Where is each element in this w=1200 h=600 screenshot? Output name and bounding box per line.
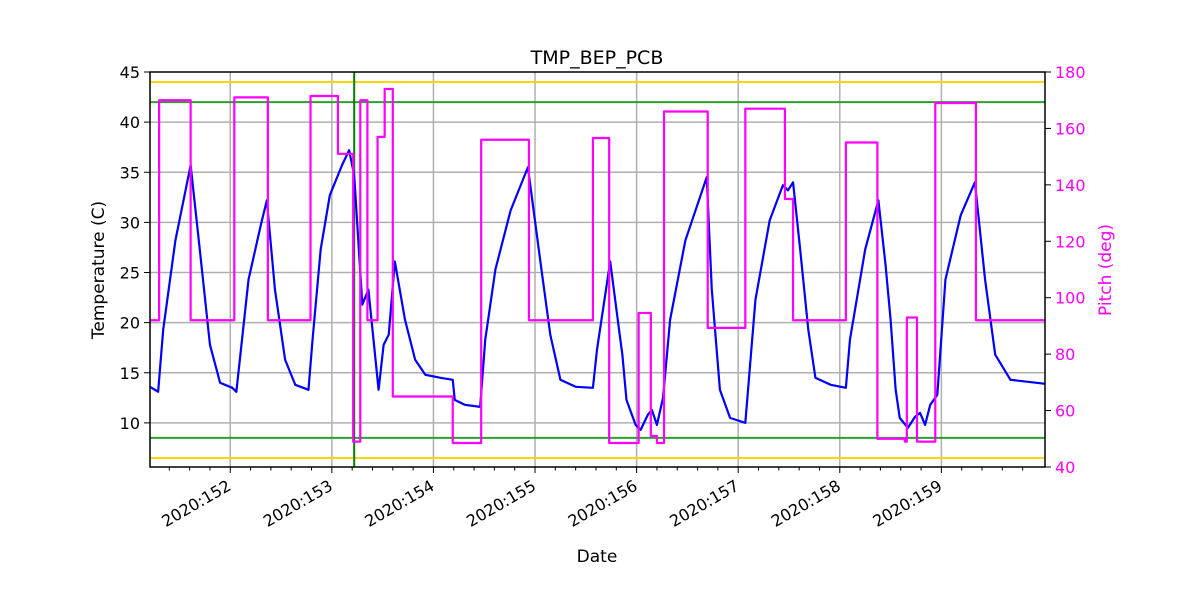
grid <box>150 72 1045 467</box>
limit-lines <box>150 72 1045 467</box>
chart-title: TMP_BEP_PCB <box>530 47 664 69</box>
y2-tick-label: 60 <box>1055 402 1075 421</box>
y2-tick-label: 160 <box>1055 119 1086 138</box>
x-tick-label: 2020:154 <box>362 476 438 531</box>
plot-frame <box>149 71 1046 468</box>
y-tick-label: 40 <box>120 113 140 132</box>
y-tick-label: 25 <box>120 264 140 283</box>
y2-tick-label: 140 <box>1055 176 1086 195</box>
pitch-series-line <box>150 87 1045 445</box>
y-axis-label: Temperature (C) <box>89 201 109 340</box>
y-tick-label: 45 <box>120 63 140 82</box>
x-tick-label: 2020:153 <box>260 476 336 531</box>
x-axis-label: Date <box>577 547 618 567</box>
y2-tick-label: 120 <box>1055 232 1086 251</box>
x-tick-label: 2020:155 <box>463 476 539 531</box>
y2-tick-label: 180 <box>1055 63 1086 82</box>
y-tick-label: 30 <box>120 213 140 232</box>
y-tick-label: 10 <box>120 414 140 433</box>
temperature-series-line <box>149 149 1046 432</box>
y-tick-label: 35 <box>120 163 140 182</box>
y2-tick-label: 80 <box>1055 345 1075 364</box>
y-tick-label: 20 <box>120 314 140 333</box>
x-tick-label: 2020:152 <box>158 476 234 531</box>
y2-axis-label: Pitch (deg) <box>1096 224 1116 316</box>
series-layer <box>149 87 1046 445</box>
x-tick-label: 2020:156 <box>565 476 641 531</box>
x-tick-label: 2020:159 <box>869 476 945 531</box>
y-tick-label: 15 <box>120 364 140 383</box>
y2-tick-label: 100 <box>1055 289 1086 308</box>
x-tick-label: 2020:157 <box>666 476 742 531</box>
y2-tick-label: 40 <box>1055 458 1075 477</box>
x-tick-label: 2020:158 <box>768 476 844 531</box>
